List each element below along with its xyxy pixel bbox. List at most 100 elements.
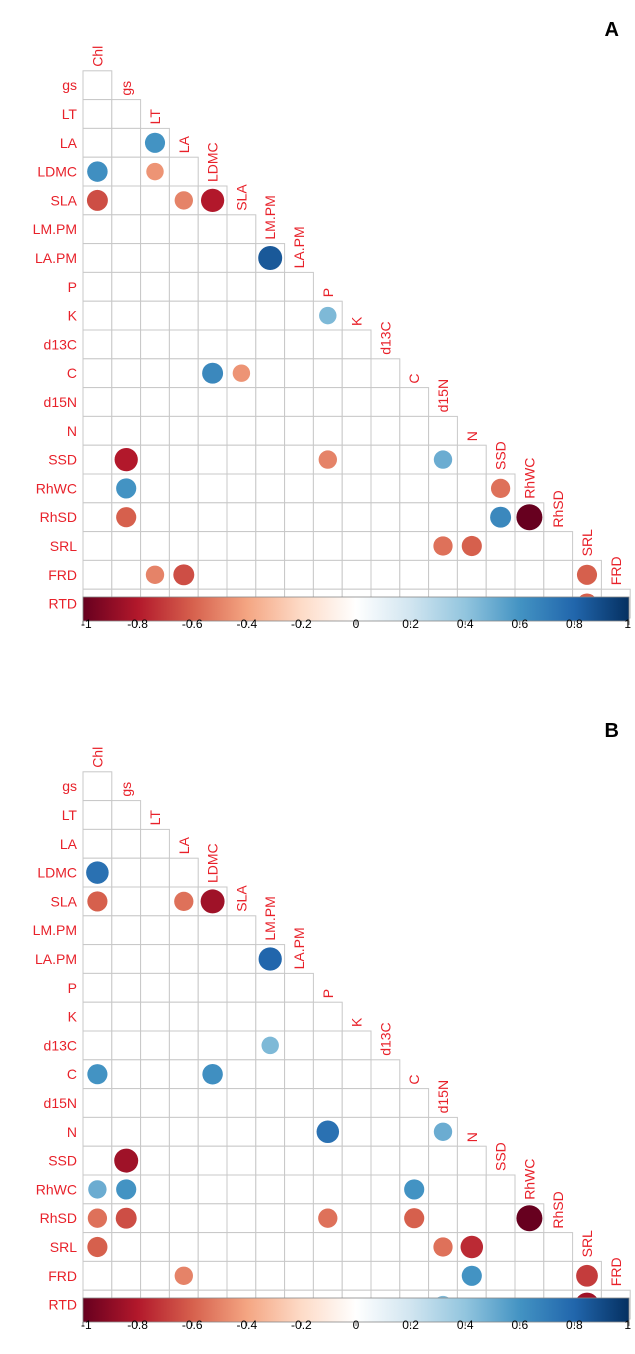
corr-circle-c-chl: [87, 1064, 108, 1085]
corr-circle-c-sla: [232, 364, 251, 382]
grid-cell: [140, 243, 170, 273]
grid-cell: [111, 1116, 142, 1147]
grid-cell: [111, 1088, 142, 1118]
row-label-d13c: d13C: [44, 336, 77, 352]
row-label-la-pm: LA.PM: [35, 951, 77, 967]
grid-cell: [284, 1232, 314, 1262]
grid-cell: [284, 473, 314, 504]
grid-cell: [197, 387, 228, 417]
grid-cell: [255, 387, 286, 417]
row-label-d15n: d15N: [44, 394, 77, 410]
grid-cell: [226, 1145, 257, 1176]
diag-label-c: C: [406, 1074, 422, 1084]
corr-circle-rhwc-ssd: [490, 478, 511, 499]
grid-cell: [255, 1059, 286, 1090]
diag-label-d13c: d13C: [377, 321, 393, 354]
row-label-rhsd: RhSD: [40, 1210, 77, 1226]
grid-cell: [82, 415, 113, 446]
grid-cell: [341, 1203, 372, 1234]
diag-label-lm-pm: LM.PM: [262, 195, 278, 239]
row-label-sla: SLA: [51, 192, 78, 208]
grid-cell: [168, 1001, 199, 1032]
grid-cell: [456, 444, 487, 475]
grid-cell: [226, 444, 257, 475]
grid-cell: [111, 243, 142, 273]
grid-cell: [226, 559, 257, 590]
grid-cell: [341, 531, 372, 561]
corr-circle-rhsd-p: [318, 1208, 338, 1228]
diag-label-la-pm: LA.PM: [291, 927, 307, 969]
grid-cell: [456, 1145, 487, 1176]
row-label-frd: FRD: [48, 567, 77, 583]
grid-cell: [111, 1260, 142, 1291]
grid-cell: [140, 1059, 170, 1090]
corr-circle-sla-la: [174, 191, 193, 210]
grid-cell: [428, 502, 458, 533]
grid-cell: [111, 300, 142, 331]
grid-cell: [111, 886, 142, 917]
diag-label-frd: FRD: [608, 1257, 624, 1286]
corr-circle-la-lt: [144, 132, 166, 153]
grid-cell: [140, 1174, 170, 1205]
grid-cell: [284, 1145, 314, 1176]
grid-cell: [82, 559, 113, 590]
grid-cell: [140, 415, 170, 446]
grid-cell: [111, 915, 142, 946]
row-label-rhwc: RhWC: [36, 1181, 77, 1197]
grid-cell: [82, 1030, 113, 1061]
grid-cell: [370, 1059, 401, 1090]
grid-cell: [399, 444, 430, 475]
colorbar-tick-label: -0.6: [182, 1318, 203, 1332]
grid-cell: [111, 127, 142, 158]
grid-cell: [255, 1203, 286, 1234]
grid-cell: [111, 214, 142, 245]
row-label-frd: FRD: [48, 1268, 77, 1284]
colorbar-tick-label: -0.4: [236, 1318, 257, 1332]
row-label-k: K: [68, 308, 78, 324]
grid-cell: [341, 1260, 372, 1291]
diag-label-ldmc: LDMC: [205, 843, 221, 883]
grid-cell: [399, 1260, 430, 1291]
grid-cell: [284, 415, 314, 446]
corr-circle-rhsd-gs: [116, 507, 137, 528]
row-label-gs: gs: [62, 77, 77, 93]
grid-cell: [197, 473, 228, 504]
row-label-la: LA: [60, 135, 78, 151]
diag-label-p: P: [320, 288, 336, 297]
grid-cell: [226, 1001, 257, 1032]
grid-cell: [341, 358, 372, 389]
grid-cell: [82, 502, 113, 533]
grid-cell: [111, 1059, 142, 1090]
corr-circle-srl-n: [461, 535, 482, 557]
grid-cell: [341, 415, 372, 446]
corr-circle-ldmc-chl: [86, 861, 109, 884]
grid-cell: [82, 127, 113, 158]
grid-cell: [140, 972, 170, 1003]
grid-cell: [226, 1203, 257, 1234]
corr-circle-srl-d15n: [433, 1237, 453, 1257]
grid-cell: [140, 1203, 170, 1234]
diag-label-rhsd: RhSD: [550, 1191, 566, 1228]
grid-cell: [168, 1145, 199, 1176]
grid-cell: [168, 1203, 199, 1234]
grid-cell: [341, 1059, 372, 1090]
corr-circle-rhwc-chl: [88, 1180, 107, 1199]
grid-cell: [168, 214, 199, 245]
diag-label-la: LA: [176, 836, 192, 854]
corr-circle-sla-ldmc: [200, 188, 225, 213]
corr-circle-rhsd-c: [404, 1208, 425, 1229]
grid-cell: [284, 1260, 314, 1291]
grid-cell: [197, 444, 228, 475]
grid-cell: [370, 415, 401, 446]
grid-cell: [485, 1203, 516, 1234]
row-label-lt: LT: [62, 106, 78, 122]
grid-cell: [399, 1088, 430, 1118]
row-label-p: P: [68, 279, 77, 295]
corr-circle-ldmc-chl: [87, 161, 108, 182]
grid-cell: [140, 857, 170, 888]
grid-cell: [140, 531, 170, 561]
grid-cell: [284, 1001, 314, 1032]
grid-cell: [168, 300, 199, 331]
row-label-rhsd: RhSD: [40, 509, 77, 525]
grid-cell: [399, 415, 430, 446]
